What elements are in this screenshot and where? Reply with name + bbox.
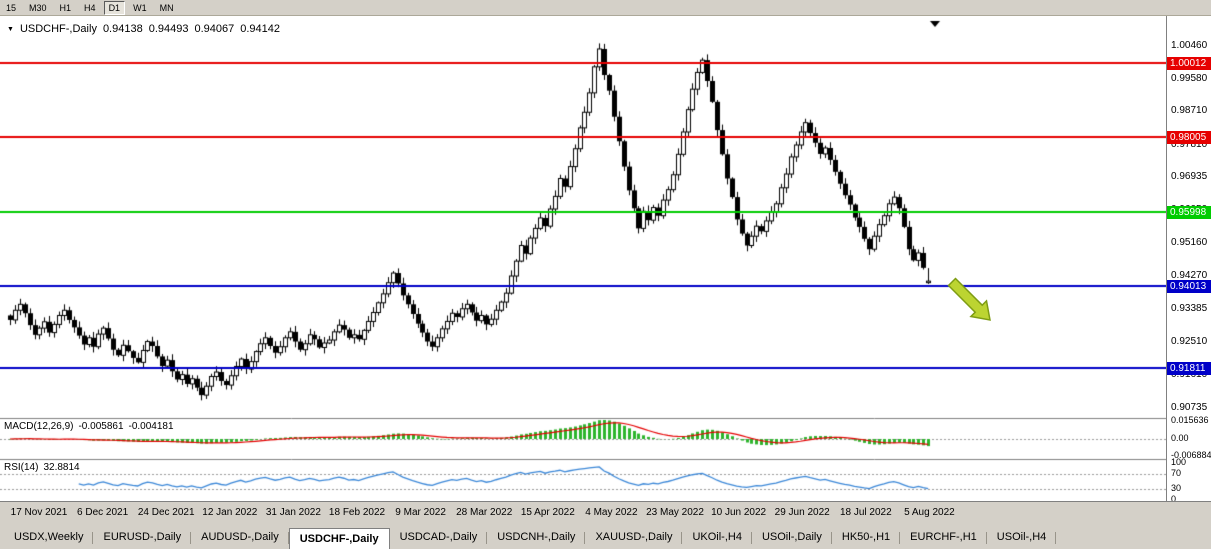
timeframe-button-mn[interactable]: MN (159, 2, 174, 13)
time-axis-label: 6 Dec 2021 (77, 507, 129, 518)
hline-price-tag: 1.00012 (1167, 56, 1211, 70)
price-scale-tick: 0.90735 (1171, 401, 1208, 413)
time-axis-label: 4 May 2022 (585, 507, 638, 518)
hline-price-tag: 0.98005 (1167, 131, 1211, 145)
hline-price-tag: 0.94013 (1167, 279, 1211, 293)
tab-usoil-h4[interactable]: USOil-,H4 (987, 527, 1057, 549)
rsi-label: RSI(14) 32.8814 (4, 462, 80, 473)
macd-scale-label: 0.015636 (1171, 415, 1209, 425)
tab-hk50-h1[interactable]: HK50-,H1 (832, 527, 901, 549)
chart-window: ▼ USDCHF-,Daily 0.94138 0.94493 0.94067 … (0, 16, 1211, 527)
rsi-scale-label: 70 (1171, 468, 1182, 478)
time-axis-label: 28 Mar 2022 (456, 507, 513, 518)
timeframe-button-h4[interactable]: H4 (84, 2, 96, 13)
time-axis-label: 18 Jul 2022 (839, 507, 892, 518)
time-axis-label: 24 Dec 2021 (137, 507, 195, 518)
tab-eurchf-h1[interactable]: EURCHF-,H1 (900, 527, 987, 549)
timeframe-button-15[interactable]: 15 (6, 2, 17, 13)
tab-usdcad-daily[interactable]: USDCAD-,Daily (390, 527, 488, 549)
price-scale-tick: 1.00460 (1171, 40, 1208, 51)
macd-value-main: -0.005861 (78, 421, 124, 432)
price-scale-tick: 0.96935 (1171, 171, 1208, 183)
macd-scale-label: -0.006884 (1171, 450, 1211, 460)
time-axis-label: 23 May 2022 (646, 507, 704, 518)
hline-price-tag: 0.95998 (1167, 206, 1211, 220)
time-axis-label: 15 Apr 2022 (520, 507, 575, 518)
price-scale-tick: 0.99580 (1171, 72, 1208, 84)
tab-audusd-daily[interactable]: AUDUSD-,Daily (191, 527, 289, 549)
chart-title: ▼ USDCHF-,Daily 0.94138 0.94493 0.94067 … (7, 23, 280, 35)
macd-label: MACD(12,26,9) -0.005861 -0.004181 (4, 421, 174, 432)
tab-usdx-weekly[interactable]: USDX,Weekly (4, 527, 94, 549)
tab-xauusd-daily[interactable]: XAUUSD-,Daily (585, 527, 683, 549)
price-scale-tick: 0.98710 (1171, 105, 1208, 117)
tab-ukoil-h4[interactable]: UKOil-,H4 (682, 527, 752, 549)
tab-usdchf-daily[interactable]: USDCHF-,Daily (288, 528, 390, 549)
time-axis-label: 12 Jan 2022 (202, 507, 258, 518)
price-scale-tick: 0.95160 (1171, 237, 1208, 249)
macd-value-signal: -0.004181 (128, 421, 174, 432)
rsi-scale-label: 0 (1171, 494, 1177, 501)
price-scale-tick: 0.93385 (1171, 303, 1208, 315)
time-axis[interactable]: 17 Nov 2021 6 Dec 2021 24 Dec 2021 12 Jan 2… (0, 501, 1211, 527)
rsi-value: 32.8814 (43, 462, 80, 473)
chart-title-symbol: USDCHF-,Daily (19, 23, 97, 35)
timeframe-toolbar: 15 M30 H1 H4 D1 W1 MN (0, 0, 1211, 16)
sell-arrow-annotation[interactable] (945, 271, 997, 329)
chart-title-high: 0.94493 (148, 23, 189, 35)
chart-title-open: 0.94138 (102, 23, 143, 35)
time-axis-label: 10 Jun 2022 (711, 507, 767, 518)
time-axis-label: 29 Jun 2022 (774, 507, 830, 518)
timeframe-button-m30[interactable]: M30 (29, 2, 47, 13)
dropdown-triangle-icon: ▼ (7, 25, 14, 33)
tab-eurusd-daily[interactable]: EURUSD-,Daily (93, 527, 191, 549)
chart-canvas[interactable] (0, 16, 1166, 501)
macd-scale-label: 0.00 (1171, 433, 1189, 443)
timeframe-button-w1[interactable]: W1 (133, 2, 147, 13)
chart-title-close: 0.94142 (240, 23, 280, 35)
price-scale-tick: 0.94270 (1171, 270, 1208, 282)
tab-usoil-daily[interactable]: USOil-,Daily (752, 527, 832, 549)
timeframe-button-d1[interactable]: D1 (103, 0, 126, 15)
macd-name: MACD(12,26,9) (4, 421, 74, 432)
time-axis-label: 5 Aug 2022 (904, 507, 955, 518)
time-axis-label: 17 Nov 2021 (10, 507, 68, 518)
price-scale-tick: 0.92510 (1171, 335, 1208, 347)
rsi-scale-label: 100 (1171, 457, 1187, 467)
time-axis-label: 18 Feb 2022 (328, 507, 386, 518)
chart-title-low: 0.94067 (194, 23, 235, 35)
rsi-name: RSI(14) (4, 462, 39, 473)
timeframe-button-h1[interactable]: H1 (59, 2, 72, 13)
time-axis-label: 9 Mar 2022 (395, 507, 446, 518)
rsi-scale-label: 30 (1171, 483, 1182, 493)
tab-usdcnh-daily[interactable]: USDCNH-,Daily (487, 527, 586, 549)
price-scale[interactable]: 1.004600.995800.987100.978100.969350.960… (1166, 16, 1211, 501)
chart-tab-bar: USDX,Weekly EURUSD-,Daily AUDUSD-,Daily USD… (0, 527, 1211, 549)
time-axis-label: 31 Jan 2022 (265, 507, 321, 518)
hline-price-tag: 0.91811 (1167, 361, 1211, 375)
